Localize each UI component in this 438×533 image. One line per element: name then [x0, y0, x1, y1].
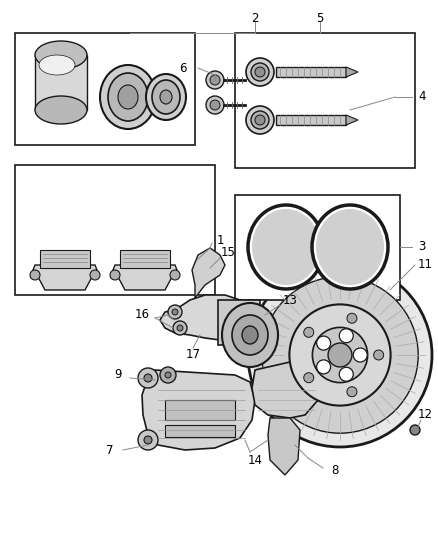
Text: 11: 11: [417, 259, 432, 271]
Ellipse shape: [246, 58, 274, 86]
Ellipse shape: [108, 73, 148, 121]
Text: 4: 4: [418, 91, 426, 103]
Bar: [35, 55, 87, 110]
Text: 9: 9: [114, 368, 122, 382]
Ellipse shape: [173, 321, 187, 335]
Bar: [165, 400, 235, 420]
Polygon shape: [120, 250, 170, 268]
Ellipse shape: [118, 85, 138, 109]
Ellipse shape: [353, 348, 367, 362]
Ellipse shape: [110, 270, 120, 280]
Ellipse shape: [144, 374, 152, 382]
Bar: [276, 67, 346, 77]
Polygon shape: [40, 250, 90, 268]
Ellipse shape: [317, 360, 331, 374]
Ellipse shape: [262, 277, 418, 433]
Ellipse shape: [251, 63, 269, 81]
Ellipse shape: [251, 111, 269, 129]
Text: 1: 1: [216, 233, 224, 246]
Ellipse shape: [317, 336, 331, 350]
Ellipse shape: [138, 430, 158, 450]
Bar: [235, 195, 400, 300]
Ellipse shape: [160, 90, 172, 104]
Polygon shape: [346, 115, 358, 125]
Ellipse shape: [316, 209, 384, 285]
Ellipse shape: [339, 367, 353, 381]
Ellipse shape: [290, 304, 391, 406]
Text: 16: 16: [134, 309, 149, 321]
Ellipse shape: [172, 309, 178, 315]
Text: 3: 3: [418, 240, 426, 254]
Ellipse shape: [347, 387, 357, 397]
Ellipse shape: [312, 327, 367, 383]
Ellipse shape: [35, 96, 87, 124]
Ellipse shape: [165, 372, 171, 378]
Bar: [15, 165, 215, 295]
Ellipse shape: [410, 425, 420, 435]
Bar: [276, 115, 346, 125]
Bar: [218, 300, 260, 345]
Text: 2: 2: [251, 12, 259, 25]
Bar: [15, 33, 195, 145]
Ellipse shape: [374, 350, 384, 360]
Ellipse shape: [100, 65, 156, 129]
Ellipse shape: [30, 270, 40, 280]
Ellipse shape: [258, 215, 314, 279]
Ellipse shape: [304, 373, 314, 383]
Ellipse shape: [312, 205, 388, 289]
Text: 15: 15: [221, 246, 236, 259]
Ellipse shape: [242, 326, 258, 344]
Ellipse shape: [210, 100, 220, 110]
Text: 6: 6: [179, 61, 187, 75]
Ellipse shape: [252, 209, 320, 285]
Polygon shape: [160, 295, 255, 340]
Ellipse shape: [160, 367, 176, 383]
Polygon shape: [33, 265, 97, 290]
Ellipse shape: [322, 215, 378, 279]
Ellipse shape: [138, 368, 158, 388]
Ellipse shape: [206, 96, 224, 114]
Text: 7: 7: [106, 443, 114, 456]
Bar: [165, 425, 235, 437]
Ellipse shape: [248, 263, 432, 447]
Ellipse shape: [206, 71, 224, 89]
Ellipse shape: [328, 343, 352, 367]
Ellipse shape: [152, 80, 180, 114]
Text: 13: 13: [283, 294, 297, 306]
Ellipse shape: [248, 205, 324, 289]
Polygon shape: [268, 418, 300, 475]
Ellipse shape: [144, 436, 152, 444]
Text: 14: 14: [247, 454, 262, 466]
Text: 8: 8: [331, 464, 339, 477]
Ellipse shape: [255, 67, 265, 77]
Ellipse shape: [222, 303, 278, 367]
Ellipse shape: [347, 313, 357, 323]
Ellipse shape: [232, 315, 268, 355]
Polygon shape: [142, 370, 255, 450]
Ellipse shape: [304, 327, 314, 337]
Ellipse shape: [246, 106, 274, 134]
Text: 5: 5: [316, 12, 324, 25]
Polygon shape: [346, 67, 358, 77]
Polygon shape: [192, 248, 225, 298]
Polygon shape: [113, 265, 177, 290]
Bar: [235, 33, 415, 168]
Ellipse shape: [39, 55, 75, 75]
Ellipse shape: [90, 270, 100, 280]
Polygon shape: [252, 362, 320, 418]
Ellipse shape: [177, 325, 183, 331]
Ellipse shape: [339, 329, 353, 343]
Ellipse shape: [146, 74, 186, 120]
Text: 17: 17: [186, 349, 201, 361]
Ellipse shape: [35, 41, 87, 69]
Ellipse shape: [210, 75, 220, 85]
Ellipse shape: [255, 115, 265, 125]
Ellipse shape: [170, 270, 180, 280]
Ellipse shape: [168, 305, 182, 319]
Text: 12: 12: [417, 408, 432, 422]
